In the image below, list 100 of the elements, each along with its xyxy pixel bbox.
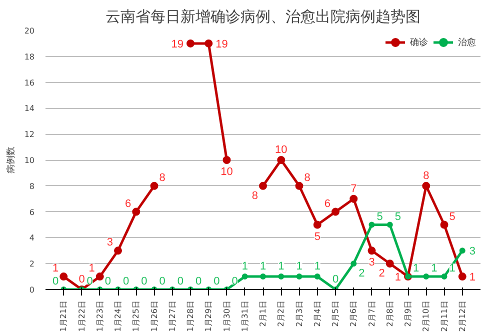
x-tick-label: 2月3日	[294, 300, 304, 327]
point	[150, 182, 158, 190]
point	[60, 272, 68, 281]
point	[186, 39, 194, 48]
point	[422, 182, 430, 190]
data-label: 1	[469, 272, 476, 284]
point	[296, 274, 302, 280]
data-label: 1	[412, 262, 420, 275]
data-label: 1	[314, 260, 320, 273]
legend-label: 治愈	[458, 36, 477, 48]
x-tick-label: 2月9日	[404, 300, 412, 327]
point	[277, 156, 286, 164]
point	[368, 246, 376, 255]
point	[386, 260, 394, 268]
legend-label: 确诊	[410, 36, 429, 48]
data-label: 10	[220, 166, 233, 178]
data-label: 1	[431, 262, 438, 275]
point	[441, 274, 448, 280]
y-tick-label: 10	[24, 156, 35, 165]
point	[204, 39, 213, 48]
y-tick-label: 2	[29, 260, 35, 269]
data-label: 0	[332, 274, 339, 286]
y-axis-title: 病例数	[5, 146, 16, 174]
data-label: 19	[216, 38, 228, 50]
data-label: 5	[449, 210, 456, 223]
data-label: 8	[304, 172, 310, 184]
data-label: 1	[278, 260, 284, 273]
data-label: 0	[104, 276, 111, 288]
data-label: 1	[449, 262, 456, 275]
x-tick-label: 2月2日	[276, 300, 286, 327]
data-label: 1	[296, 260, 302, 273]
y-tick-label: 6	[29, 208, 35, 217]
y-tick-label: 12	[24, 130, 35, 140]
data-label: 5	[394, 210, 401, 223]
x-tick-label: 2月4日	[312, 300, 322, 327]
y-tick-label: 14	[24, 104, 35, 114]
x-tick-label: 1月22日	[77, 300, 86, 332]
point	[114, 246, 122, 255]
point	[313, 220, 322, 229]
data-label: 0	[177, 276, 184, 288]
x-tick-label: 1月27日	[168, 300, 177, 332]
data-label: 1	[394, 272, 402, 284]
data-label: 0	[78, 274, 85, 286]
x-tick-label: 2月1日	[258, 300, 268, 327]
x-tick-label: 1月24日	[114, 300, 122, 332]
point	[278, 274, 284, 280]
point	[332, 208, 340, 216]
point	[386, 222, 393, 228]
data-label: 10	[275, 144, 288, 156]
data-label: 1	[88, 262, 95, 275]
data-label: 8	[423, 170, 430, 182]
x-tick-label: 1月21日	[59, 300, 68, 332]
data-label: 2	[378, 268, 385, 280]
point	[368, 222, 375, 228]
data-label: 0	[52, 276, 59, 288]
data-label: 5	[314, 230, 320, 243]
data-label: 3	[368, 256, 375, 269]
data-label: 7	[350, 182, 357, 195]
point	[440, 220, 448, 229]
point	[295, 182, 304, 190]
data-label: 6	[324, 198, 331, 210]
data-label: 1	[52, 262, 59, 275]
x-tick-label: 2月11日	[440, 300, 449, 332]
point	[132, 208, 140, 216]
x-tick-label: 2月6日	[349, 300, 358, 327]
data-label: 19	[171, 38, 184, 50]
point	[242, 274, 248, 280]
point	[259, 182, 267, 190]
data-label: 8	[159, 172, 166, 184]
data-label: 2	[358, 268, 365, 280]
data-label: 0	[214, 276, 220, 288]
data-label: 1	[260, 260, 266, 273]
point	[314, 274, 320, 280]
point	[350, 260, 357, 267]
point	[96, 272, 104, 281]
point	[459, 248, 466, 254]
x-tick-label: 1月31日	[240, 300, 250, 332]
data-label: 0	[122, 276, 130, 288]
y-tick-label: 20	[24, 26, 35, 36]
data-label: 5	[376, 210, 383, 223]
y-tick-label: 4	[29, 234, 35, 243]
y-tick-label: 18	[24, 52, 35, 62]
x-tick-label: 2月8日	[385, 300, 394, 327]
data-label: 3	[106, 236, 114, 249]
x-tick-label: 2月7日	[367, 300, 376, 327]
x-tick-label: 2月12日	[458, 300, 467, 332]
y-tick-label: 16	[24, 78, 35, 88]
data-label: 6	[125, 198, 132, 210]
data-label: 3	[469, 246, 476, 258]
data-label: 8	[252, 190, 258, 202]
x-tick-label: 1月26日	[150, 300, 159, 332]
y-tick-label: 0	[29, 286, 35, 294]
data-label: 1	[242, 260, 248, 273]
x-tick-label: 1月25日	[132, 300, 141, 332]
chart-title: 云南省每日新增确诊病例、治愈出院病例趋势图	[106, 8, 420, 26]
data-label: 0	[159, 276, 166, 288]
data-label: 0	[141, 276, 148, 288]
x-tick-label: 2月10日	[422, 300, 431, 332]
x-tick-label: 1月29日	[204, 300, 214, 332]
x-tick-label: 1月23日	[95, 300, 104, 332]
